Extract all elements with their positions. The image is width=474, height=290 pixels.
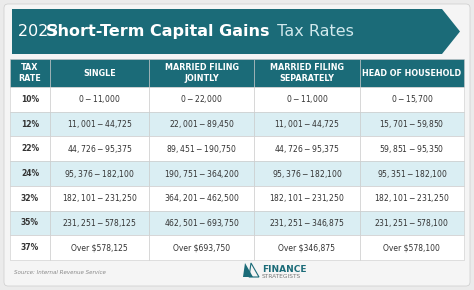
Bar — [254, 112, 360, 136]
Polygon shape — [243, 263, 253, 277]
Text: 35%: 35% — [21, 218, 39, 227]
Text: 22%: 22% — [21, 144, 39, 153]
Bar — [254, 161, 360, 186]
Text: $0  -  $15,700: $0 - $15,700 — [391, 93, 433, 105]
Text: $182,101  -  $231,250: $182,101 - $231,250 — [269, 192, 345, 204]
Bar — [50, 186, 149, 211]
Bar — [254, 186, 360, 211]
Text: Over $578,100: Over $578,100 — [383, 243, 440, 252]
Bar — [254, 235, 360, 260]
Bar — [149, 211, 254, 235]
Text: $231,251  -  $578,125: $231,251 - $578,125 — [62, 217, 137, 229]
Bar — [254, 87, 360, 112]
Text: $462,501  -  $693,750: $462,501 - $693,750 — [164, 217, 239, 229]
Text: 32%: 32% — [21, 194, 39, 203]
Text: $0  -  $11,000: $0 - $11,000 — [286, 93, 328, 105]
Bar — [149, 87, 254, 112]
Bar — [254, 211, 360, 235]
Text: $11,001  -  $44,725: $11,001 - $44,725 — [67, 118, 132, 130]
Text: 10%: 10% — [21, 95, 39, 104]
Text: $190,751  -  $364,200: $190,751 - $364,200 — [164, 168, 239, 180]
Text: MARRIED FILING
SEPARATELY: MARRIED FILING SEPARATELY — [270, 63, 344, 83]
Text: HEAD OF HOUSEHOLD: HEAD OF HOUSEHOLD — [362, 68, 461, 77]
Bar — [360, 136, 464, 161]
Bar — [149, 186, 254, 211]
Text: $95,351  -  $182,100: $95,351 - $182,100 — [376, 168, 447, 180]
Text: Over $346,875: Over $346,875 — [278, 243, 336, 252]
Bar — [360, 59, 464, 87]
Text: $59,851  -  $95,350: $59,851 - $95,350 — [379, 143, 445, 155]
Bar — [50, 161, 149, 186]
Bar — [254, 59, 360, 87]
Bar — [10, 211, 50, 235]
Bar — [360, 235, 464, 260]
Bar — [149, 161, 254, 186]
Bar — [50, 87, 149, 112]
Text: $95,376  -  $182,100: $95,376 - $182,100 — [64, 168, 135, 180]
Bar — [360, 112, 464, 136]
Text: $95,376  -  $182,100: $95,376 - $182,100 — [272, 168, 342, 180]
Text: $364,201  -  $462,500: $364,201 - $462,500 — [164, 192, 239, 204]
Text: $89,451  -  $190,750: $89,451 - $190,750 — [166, 143, 237, 155]
Bar — [360, 211, 464, 235]
Text: $182,101  -  $231,250: $182,101 - $231,250 — [62, 192, 137, 204]
Text: $231,251  -  $578,100: $231,251 - $578,100 — [374, 217, 449, 229]
Text: $15,701  -  $59,850: $15,701 - $59,850 — [379, 118, 445, 130]
Text: 24%: 24% — [21, 169, 39, 178]
Text: $0  -  $22,000: $0 - $22,000 — [181, 93, 223, 105]
Text: $0  -  $11,000: $0 - $11,000 — [78, 93, 120, 105]
Text: $22,001  -  $89,450: $22,001 - $89,450 — [169, 118, 235, 130]
Bar — [10, 59, 50, 87]
FancyBboxPatch shape — [4, 4, 470, 286]
Text: TAX
RATE: TAX RATE — [18, 63, 41, 83]
Text: Over $578,125: Over $578,125 — [71, 243, 128, 252]
Text: MARRIED FILING
JOINTLY: MARRIED FILING JOINTLY — [164, 63, 238, 83]
Bar — [360, 87, 464, 112]
Bar — [50, 136, 149, 161]
Bar — [360, 186, 464, 211]
Bar — [10, 136, 50, 161]
Bar — [149, 235, 254, 260]
Text: STRATEGISTS: STRATEGISTS — [262, 273, 301, 278]
Bar — [10, 161, 50, 186]
Text: 2023: 2023 — [18, 24, 64, 39]
Text: $44,726  -  $95,375: $44,726 - $95,375 — [274, 143, 340, 155]
Text: $231,251  -  $346,875: $231,251 - $346,875 — [269, 217, 345, 229]
Bar — [10, 186, 50, 211]
Text: 12%: 12% — [21, 119, 39, 128]
Bar — [50, 112, 149, 136]
Bar — [254, 136, 360, 161]
Text: Short-Term Capital Gains: Short-Term Capital Gains — [46, 24, 270, 39]
Text: Tax Rates: Tax Rates — [272, 24, 354, 39]
Text: Source: Internal Revenue Service: Source: Internal Revenue Service — [14, 269, 106, 275]
Text: $182,101  -  $231,250: $182,101 - $231,250 — [374, 192, 449, 204]
Text: 37%: 37% — [21, 243, 39, 252]
Text: SINGLE: SINGLE — [83, 68, 116, 77]
Bar — [50, 59, 149, 87]
Bar — [149, 136, 254, 161]
Bar — [50, 235, 149, 260]
Bar — [149, 59, 254, 87]
Bar — [10, 235, 50, 260]
Text: $44,726  -  $95,375: $44,726 - $95,375 — [67, 143, 132, 155]
Text: Over $693,750: Over $693,750 — [173, 243, 230, 252]
Bar — [360, 161, 464, 186]
Text: FINANCE: FINANCE — [262, 264, 307, 273]
Polygon shape — [12, 9, 460, 54]
Bar — [10, 87, 50, 112]
Bar — [149, 112, 254, 136]
Text: $11,001  -  $44,725: $11,001 - $44,725 — [274, 118, 340, 130]
Bar — [50, 211, 149, 235]
Bar — [10, 112, 50, 136]
